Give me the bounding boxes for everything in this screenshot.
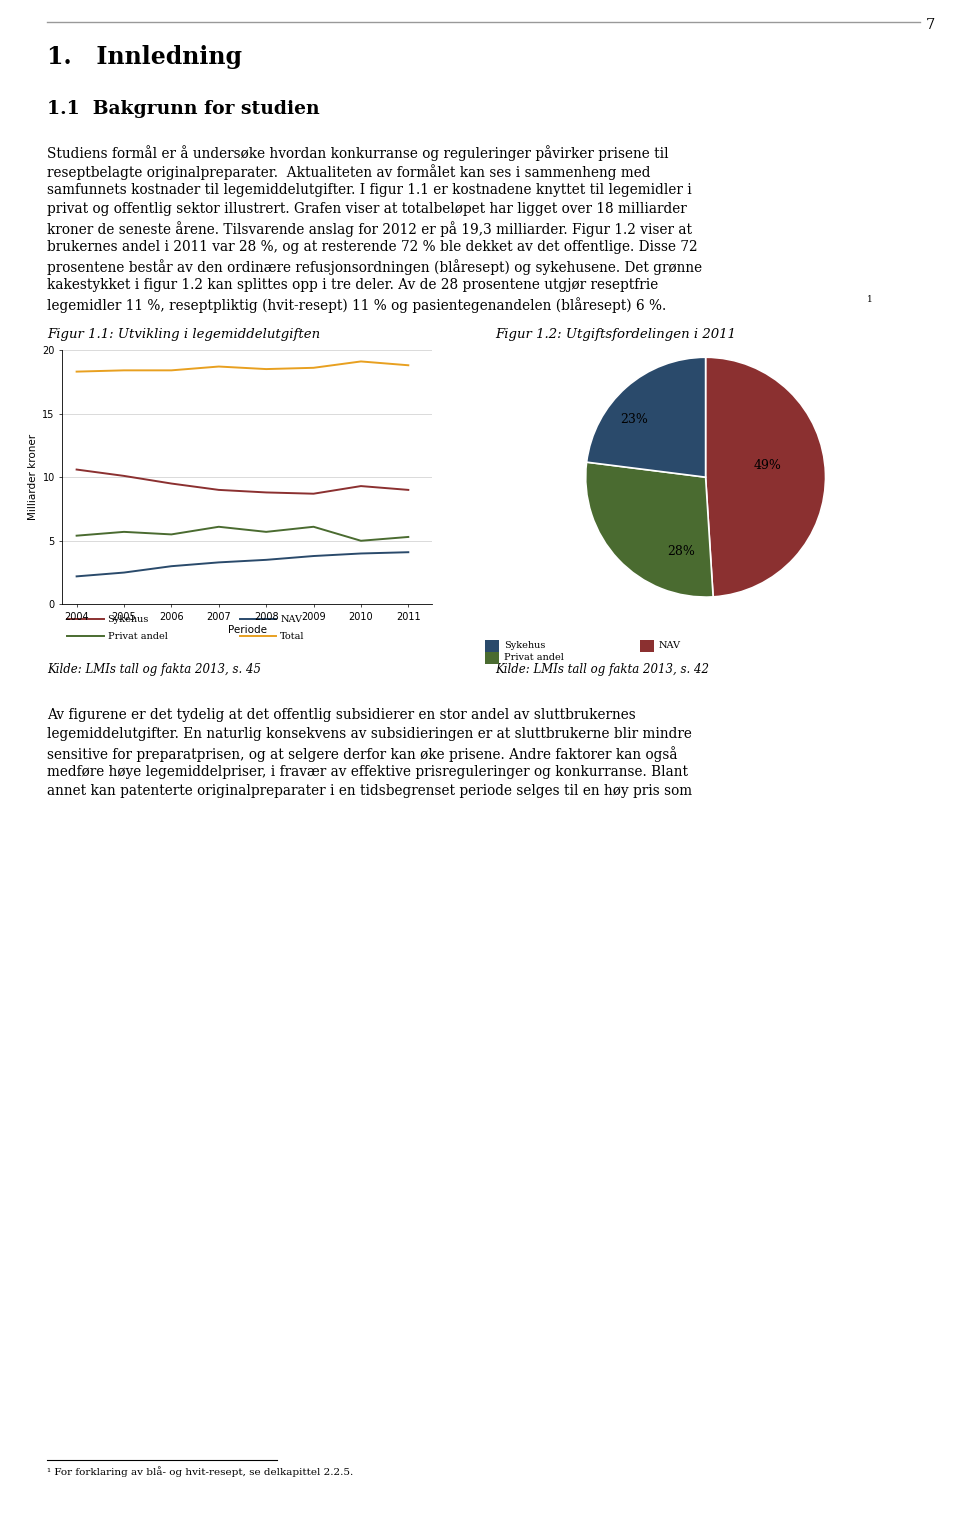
Text: Sykehus: Sykehus (504, 640, 545, 650)
Text: NAV: NAV (280, 615, 302, 624)
Text: Figur 1.2: Utgiftsfordelingen i 2011: Figur 1.2: Utgiftsfordelingen i 2011 (495, 329, 736, 341)
Text: sensitive for preparatprisen, og at selgere derfor kan øke prisene. Andre faktor: sensitive for preparatprisen, og at selg… (47, 746, 678, 762)
Text: Privat andel: Privat andel (504, 653, 564, 662)
Text: NAV: NAV (659, 640, 681, 650)
Text: Kilde: LMIs tall og fakta 2013, s. 45: Kilde: LMIs tall og fakta 2013, s. 45 (47, 663, 261, 677)
Wedge shape (587, 357, 706, 477)
Text: 7: 7 (925, 18, 935, 32)
Text: 1: 1 (867, 295, 873, 304)
X-axis label: Periode: Periode (228, 625, 267, 634)
Text: Privat andel: Privat andel (108, 631, 167, 640)
Text: Sykehus: Sykehus (108, 615, 149, 624)
Text: 1.   Innledning: 1. Innledning (47, 45, 242, 70)
Text: 23%: 23% (620, 413, 648, 425)
Text: 49%: 49% (754, 459, 781, 472)
Text: reseptbelagte originalpreparater.  Aktualiteten av formålet kan ses i sammenheng: reseptbelagte originalpreparater. Aktual… (47, 164, 651, 180)
Text: ¹ For forklaring av blå- og hvit-resept, se delkapittel 2.2.5.: ¹ For forklaring av blå- og hvit-resept,… (47, 1466, 353, 1476)
Text: medføre høye legemiddelpriser, i fravær av effektive prisreguleringer og konkurr: medføre høye legemiddelpriser, i fravær … (47, 766, 688, 780)
Text: Studiens formål er å undersøke hvordan konkurranse og reguleringer påvirker pris: Studiens formål er å undersøke hvordan k… (47, 145, 668, 160)
Wedge shape (706, 357, 826, 597)
Text: Av figurene er det tydelig at det offentlig subsidierer en stor andel av sluttbr: Av figurene er det tydelig at det offent… (47, 709, 636, 722)
Text: 1.1  Bakgrunn for studien: 1.1 Bakgrunn for studien (47, 100, 320, 118)
Text: prosentene består av den ordinære refusjonsordningen (blåresept) og sykehusene. : prosentene består av den ordinære refusj… (47, 259, 702, 276)
Text: annet kan patenterte originalpreparater i en tidsbegrenset periode selges til en: annet kan patenterte originalpreparater … (47, 784, 692, 798)
Text: brukernes andel i 2011 var 28 %, og at resterende 72 % ble dekket av det offentl: brukernes andel i 2011 var 28 %, og at r… (47, 241, 698, 254)
Text: kakestykket i figur 1.2 kan splittes opp i tre deler. Av de 28 prosentene utgjør: kakestykket i figur 1.2 kan splittes opp… (47, 279, 659, 292)
Text: Total: Total (280, 631, 305, 640)
Text: kroner de seneste årene. Tilsvarende anslag for 2012 er på 19,3 milliarder. Figu: kroner de seneste årene. Tilsvarende ans… (47, 221, 692, 236)
Y-axis label: Milliarder kroner: Milliarder kroner (28, 435, 38, 521)
Text: Kilde: LMIs tall og fakta 2013, s. 42: Kilde: LMIs tall og fakta 2013, s. 42 (495, 663, 709, 677)
Text: 28%: 28% (668, 545, 696, 559)
Text: privat og offentlig sektor illustrert. Grafen viser at totalbeløpet har ligget o: privat og offentlig sektor illustrert. G… (47, 201, 686, 217)
Wedge shape (586, 462, 713, 597)
Text: legemiddelutgifter. En naturlig konsekvens av subsidieringen er at sluttbrukerne: legemiddelutgifter. En naturlig konsekve… (47, 727, 692, 742)
Text: Figur 1.1: Utvikling i legemiddelutgiften: Figur 1.1: Utvikling i legemiddelutgifte… (47, 329, 320, 341)
Text: legemidler 11 %, reseptpliktig (hvit-resept) 11 % og pasientegenandelen (blårese: legemidler 11 %, reseptpliktig (hvit-res… (47, 297, 666, 313)
Text: samfunnets kostnader til legemiddelutgifter. I figur 1.1 er kostnadene knyttet t: samfunnets kostnader til legemiddelutgif… (47, 183, 692, 197)
